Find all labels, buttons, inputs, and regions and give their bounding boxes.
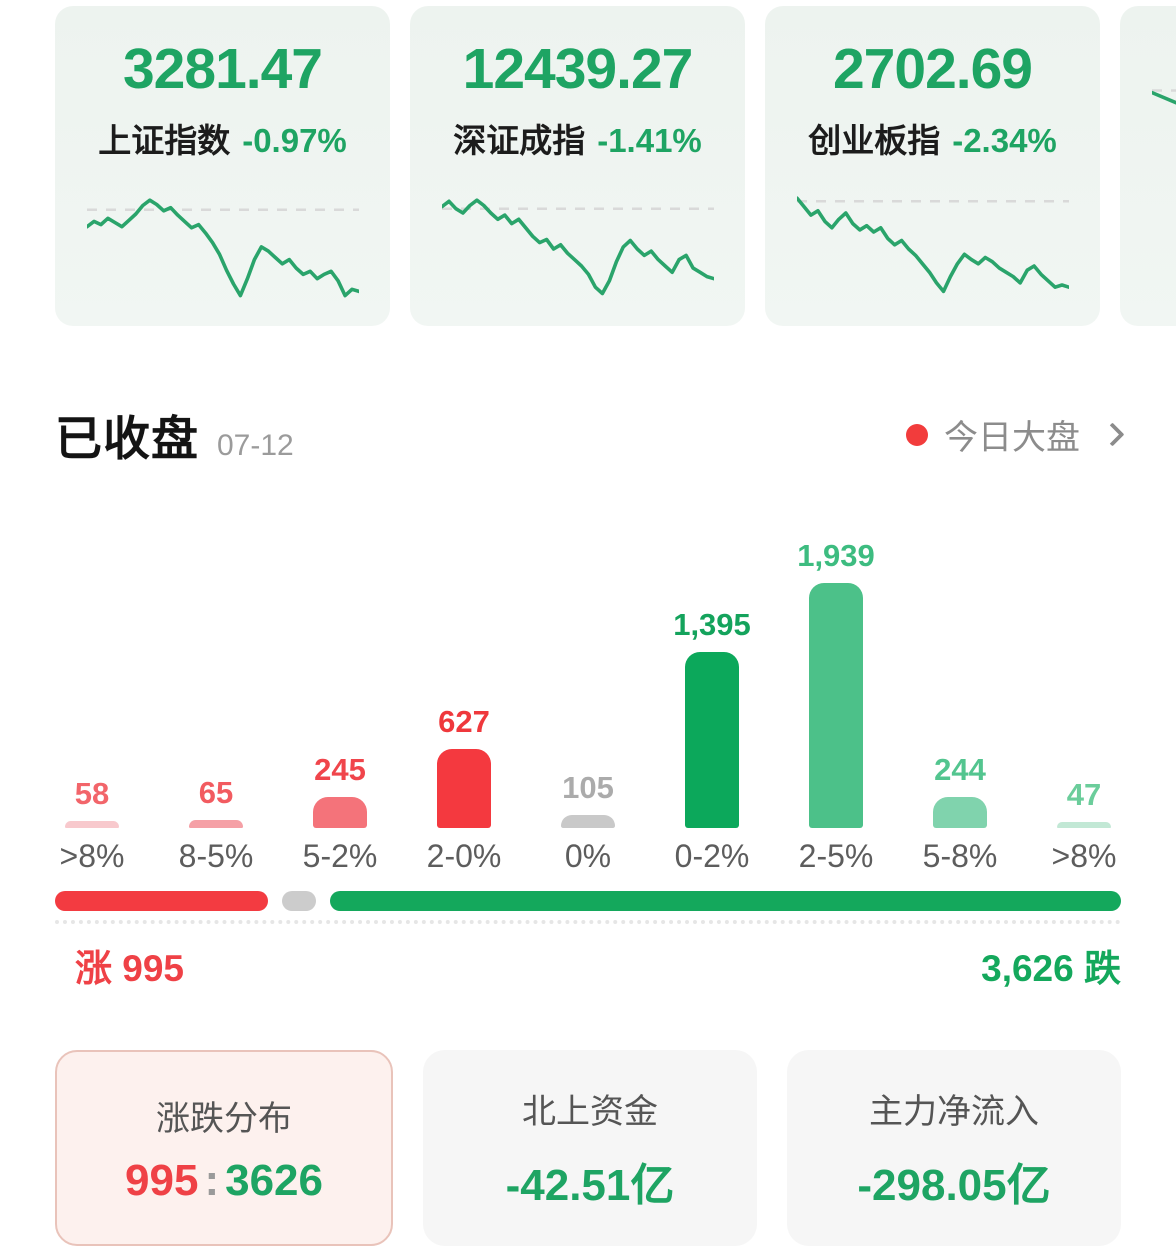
bar-value-label: 245 [314, 752, 366, 787]
index-value: 12439.27 [462, 37, 694, 101]
index-label-row: 深证成指 -1.41% [453, 114, 702, 162]
bar-column-2-5%: 1,939 2-5% [774, 503, 898, 875]
status-left: 已收盘 07-12 [55, 400, 294, 469]
bar-value-label: 105 [562, 770, 614, 805]
bar-column-5-2%: 245 5-2% [278, 503, 402, 875]
bar-rect [189, 820, 243, 828]
index-change: -0.97% [242, 122, 347, 159]
bar-category-label: 2-5% [798, 838, 874, 874]
bar-category-label: 5-8% [922, 838, 998, 874]
bar-rect [561, 815, 615, 828]
bar-column-2-0%: 627 2-0% [402, 503, 526, 875]
decliners-count: 3,626 跌 [981, 938, 1121, 992]
advancers-count: 涨 995 [55, 938, 184, 992]
red-dot-icon [906, 423, 928, 446]
card-title: 涨跌分布 [156, 1099, 292, 1138]
sparkline-wrap [1151, 82, 1176, 188]
decliners-label: 跌 [1084, 948, 1121, 989]
bar-column-0-2%: 1,395 0-2% [650, 503, 774, 875]
bar-value-label: 58 [74, 776, 110, 811]
bar-category-label: 0-2% [674, 838, 750, 874]
index-sparkline [441, 198, 714, 296]
stock-market-overview-screen: { "colors": { "green": "#1ea463", "red":… [0, 6, 1176, 1259]
bar-value-label: 65 [198, 775, 234, 810]
chevron-right-icon [1100, 422, 1125, 447]
index-value: 3281.47 [122, 37, 323, 101]
ratio-up-value: 995 [125, 1155, 199, 1205]
bar-category-label: 8-5% [178, 838, 254, 874]
index-name: 深证成指 [453, 122, 586, 159]
today-market-label: 今日大盘 [944, 419, 1080, 457]
index-label-row: 创业板指 -2.34% [808, 114, 1057, 162]
change-distribution-chart: 58 >8% 65 8-5% 245 5-2% 627 2-0% 105 0% 1,395 0-2% 1… [0, 503, 1176, 875]
northbound-value: -42.51亿 [505, 1160, 675, 1210]
bar-column->8%: 58 >8% [30, 503, 154, 875]
bar-rect [313, 797, 367, 828]
sparkline-wrap [86, 196, 359, 302]
index-card-partial[interactable] [1120, 6, 1176, 326]
up-down-ratio: 995 : 3626 [125, 1156, 323, 1206]
market-status-title: 已收盘 [55, 412, 199, 465]
tab-main-net-inflow-card[interactable]: 主力净流入 -298.05亿 [787, 1050, 1121, 1246]
bar-category-label: >8% [59, 838, 125, 874]
main-inflow-value: -298.05亿 [857, 1160, 1051, 1210]
summary-cards-row: 涨跌分布 995 : 3626 北上资金 -42.51亿 主力净流入 -298.… [0, 1050, 1176, 1246]
index-sparkline [86, 198, 359, 298]
index-card-shanghai[interactable]: 3281.47 上证指数 -0.97% [55, 6, 390, 326]
index-card-shenzhen[interactable]: 12439.27 深证成指 -1.41% [410, 6, 745, 326]
bar-column-0%: 105 0% [526, 503, 650, 875]
bar-category-label: 2-0% [426, 838, 502, 874]
unchanged-segment [282, 891, 317, 911]
bar-value-label: 47 [1066, 777, 1102, 812]
bar-value-label: 1,939 [797, 538, 875, 573]
ratio-colon: : [204, 1155, 220, 1205]
advance-decline-bar [55, 891, 1121, 911]
card-title: 主力净流入 [869, 1092, 1039, 1131]
advancers-segment [55, 891, 269, 911]
tab-northbound-funds-card[interactable]: 北上资金 -42.51亿 [423, 1050, 757, 1246]
bar-rect [685, 652, 739, 828]
advance-decline-counts: 涨 995 3,626 跌 [0, 938, 1176, 992]
bar-category-label: 0% [564, 838, 612, 874]
bar-category-label: >8% [1051, 838, 1117, 874]
index-name: 上证指数 [98, 122, 231, 159]
decliners-segment [330, 891, 1121, 911]
index-cards-row: 3281.47 上证指数 -0.97% 12439.27 深证成指 -1.41%… [0, 6, 1176, 326]
bar-value-label: 1,395 [673, 607, 751, 642]
ratio-down-value: 3626 [225, 1155, 323, 1205]
card-title: 北上资金 [522, 1092, 658, 1131]
bar-rect [933, 797, 987, 828]
index-change: -1.41% [597, 122, 702, 159]
market-date: 07-12 [217, 429, 294, 462]
bar-column-5-8%: 244 5-8% [898, 503, 1022, 875]
today-market-link[interactable]: 今日大盘 [906, 410, 1125, 459]
index-sparkline [796, 196, 1069, 294]
index-name: 创业板指 [808, 122, 941, 159]
tab-distribution-card[interactable]: 涨跌分布 995 : 3626 [55, 1050, 393, 1246]
index-change: -2.34% [952, 122, 1057, 159]
bar-rect [809, 583, 863, 828]
dotted-divider [55, 920, 1121, 924]
advancers-label: 涨 [75, 948, 112, 989]
bar-value-label: 244 [934, 752, 986, 787]
index-sparkline [1151, 89, 1176, 105]
bar-rect [1057, 822, 1111, 828]
index-card-chinext[interactable]: 2702.69 创业板指 -2.34% [765, 6, 1100, 326]
decliners-value: 3,626 [981, 948, 1074, 989]
bar-column-8-5%: 65 8-5% [154, 503, 278, 875]
index-value: 2702.69 [832, 37, 1033, 101]
bar-rect [437, 749, 491, 828]
status-row: 已收盘 07-12 今日大盘 [0, 400, 1176, 469]
bar-category-label: 5-2% [302, 838, 378, 874]
sparkline-wrap [441, 196, 714, 302]
sparkline-wrap [796, 196, 1069, 302]
bar-value-label: 627 [438, 704, 490, 739]
bar-rect [65, 821, 119, 828]
index-label-row: 上证指数 -0.97% [98, 114, 347, 162]
bar-column->8%: 47 >8% [1022, 503, 1146, 875]
advancers-value: 995 [122, 948, 185, 989]
